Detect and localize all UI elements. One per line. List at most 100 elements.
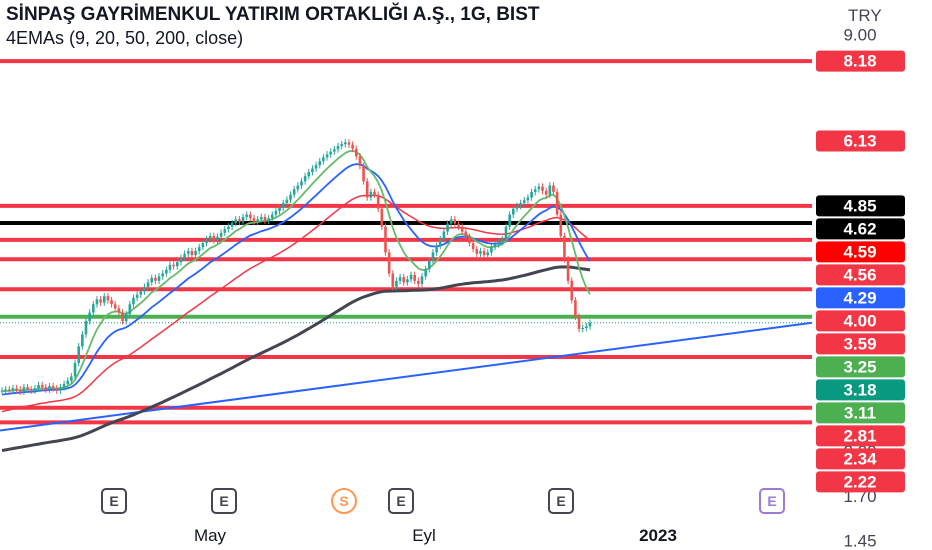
candle[interactable] — [347, 139, 351, 149]
candle[interactable] — [73, 359, 77, 380]
candle[interactable] — [139, 288, 143, 298]
candle[interactable] — [219, 229, 223, 241]
trendline[interactable] — [0, 321, 813, 432]
candle[interactable] — [314, 161, 318, 172]
candle[interactable] — [176, 258, 179, 270]
candle[interactable] — [267, 214, 270, 224]
candle[interactable] — [475, 245, 479, 258]
candle[interactable] — [274, 207, 278, 218]
candle[interactable] — [227, 223, 230, 233]
candle[interactable] — [424, 265, 427, 280]
candle[interactable] — [453, 216, 457, 227]
candle[interactable] — [336, 142, 340, 153]
candle[interactable] — [172, 261, 175, 270]
candle[interactable] — [15, 385, 18, 393]
candle[interactable] — [238, 216, 241, 226]
candle[interactable] — [292, 185, 296, 199]
candle[interactable] — [376, 191, 380, 213]
candle[interactable] — [431, 249, 435, 264]
candle[interactable] — [555, 188, 559, 218]
candle[interactable] — [577, 313, 581, 333]
candle[interactable] — [26, 383, 29, 393]
candle[interactable] — [428, 257, 431, 273]
candle[interactable] — [438, 235, 442, 250]
candle[interactable] — [384, 223, 387, 256]
candle[interactable] — [92, 300, 95, 316]
candle[interactable] — [234, 216, 238, 227]
candle[interactable] — [563, 232, 566, 263]
candle[interactable] — [387, 249, 391, 277]
candle[interactable] — [417, 277, 420, 288]
candle[interactable] — [216, 233, 219, 244]
candle[interactable] — [249, 211, 252, 222]
candle[interactable] — [168, 261, 172, 274]
candle[interactable] — [402, 273, 406, 286]
candle[interactable] — [186, 247, 190, 258]
candle[interactable] — [230, 219, 234, 230]
event-marker-earnings[interactable]: E — [388, 488, 414, 514]
candle[interactable] — [197, 243, 201, 255]
candle[interactable] — [369, 188, 373, 201]
candle[interactable] — [70, 373, 73, 385]
candle[interactable] — [588, 319, 592, 330]
candle[interactable] — [263, 213, 267, 224]
candle[interactable] — [179, 254, 183, 266]
candle[interactable] — [296, 182, 300, 193]
candle[interactable] — [212, 232, 216, 244]
candle[interactable] — [530, 188, 533, 201]
time-axis[interactable]: May Eyl 2023 — [194, 526, 677, 545]
candle[interactable] — [552, 182, 555, 196]
candle[interactable] — [77, 343, 80, 367]
candle[interactable] — [55, 385, 59, 394]
candle[interactable] — [446, 220, 449, 235]
candle[interactable] — [512, 205, 515, 218]
candle[interactable] — [223, 225, 227, 237]
candle[interactable] — [245, 211, 248, 221]
candle[interactable] — [471, 239, 475, 253]
candle[interactable] — [154, 274, 157, 285]
event-marker-earnings[interactable]: E — [548, 488, 574, 514]
candle[interactable] — [121, 309, 124, 325]
ema-50-line[interactable] — [1, 194, 591, 413]
candle[interactable] — [468, 233, 471, 247]
candle[interactable] — [190, 247, 194, 259]
candle[interactable] — [128, 300, 132, 318]
candle[interactable] — [420, 273, 424, 288]
candle[interactable] — [303, 172, 307, 185]
candle[interactable] — [66, 377, 70, 388]
candle[interactable] — [365, 178, 369, 201]
candle[interactable] — [37, 381, 40, 392]
candle[interactable] — [329, 148, 332, 158]
candle[interactable] — [486, 249, 490, 259]
candle[interactable] — [84, 317, 88, 338]
candle[interactable] — [457, 220, 460, 230]
candle[interactable] — [106, 292, 110, 304]
candle[interactable] — [351, 141, 354, 153]
candle[interactable] — [581, 324, 584, 333]
candle[interactable] — [460, 223, 464, 235]
candle[interactable] — [102, 292, 106, 306]
candle[interactable] — [544, 187, 548, 199]
candle[interactable] — [135, 291, 139, 302]
candle[interactable] — [548, 182, 552, 199]
candle[interactable] — [29, 386, 33, 394]
candle[interactable] — [44, 383, 48, 393]
candle[interactable] — [201, 239, 205, 251]
candle[interactable] — [559, 211, 563, 240]
candle[interactable] — [413, 271, 416, 285]
candle[interactable] — [157, 273, 161, 285]
candle[interactable] — [124, 310, 128, 325]
candle[interactable] — [482, 247, 486, 259]
candle[interactable] — [289, 191, 292, 204]
candle[interactable] — [585, 322, 588, 332]
candle[interactable] — [132, 294, 135, 308]
candle[interactable] — [110, 296, 113, 308]
candle[interactable] — [344, 139, 347, 148]
candle[interactable] — [522, 196, 526, 207]
candle[interactable] — [490, 243, 493, 256]
candle[interactable] — [62, 380, 66, 391]
candle[interactable] — [566, 255, 570, 285]
candle[interactable] — [493, 241, 497, 251]
candle[interactable] — [325, 151, 329, 161]
